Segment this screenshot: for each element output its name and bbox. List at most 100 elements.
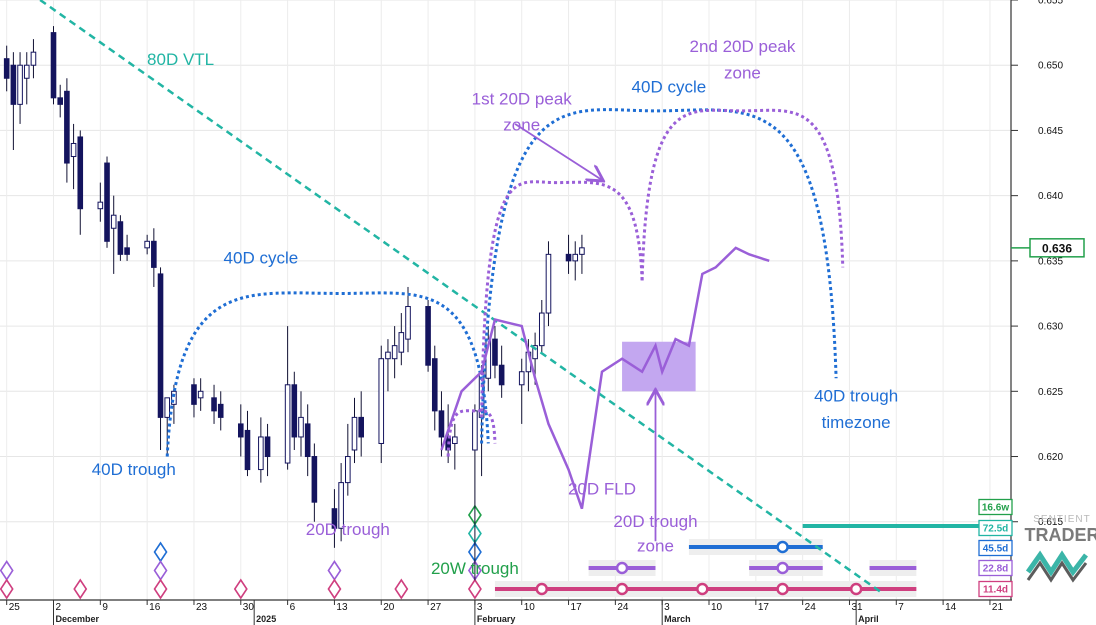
cycle-length-label: 16.6w — [982, 503, 1009, 514]
price-tick-label: 0.655 — [1038, 0, 1063, 7]
date-tick-label: 31 — [851, 602, 863, 613]
candle-body — [311, 456, 318, 503]
candle-body — [211, 397, 217, 412]
logo-line-1: SENTIENT — [1033, 514, 1090, 525]
cycle-length-box — [978, 498, 1013, 516]
candle-body — [298, 416, 304, 438]
cycle-strip — [0, 504, 1008, 600]
cycle-trough-diamond — [233, 578, 248, 600]
candle-body — [545, 253, 552, 314]
cycle-marker — [776, 561, 789, 575]
cycle-length-box — [978, 580, 1013, 598]
cycle-20d-arc-1 — [480, 180, 644, 418]
cycle-trough-diamond — [153, 578, 168, 600]
candle-body — [77, 136, 84, 210]
candle-body — [110, 214, 117, 229]
price-tick-label: 0.645 — [1038, 126, 1063, 137]
candle-body — [358, 416, 364, 438]
current-price-label: 0.636 — [1042, 241, 1072, 255]
candle-body — [117, 221, 124, 255]
candle-body — [518, 371, 525, 386]
chart-annotation: zone — [503, 115, 540, 134]
cycle-trough-diamond — [394, 578, 409, 600]
candle-body — [579, 247, 585, 255]
date-tick-label: 21 — [992, 602, 1004, 613]
date-axis: 25 2 9 16 23 30 6 13 20 27 3 10 17 24 3 10 17 24 31 7 14 21 De… — [0, 599, 1012, 625]
price-tick-label: 0.640 — [1038, 191, 1063, 202]
annotation-arrow — [514, 123, 602, 180]
vtl-line — [39, 0, 884, 595]
period-label: April — [858, 614, 879, 624]
candle-body — [23, 64, 30, 79]
candle-body — [97, 201, 104, 210]
chart-annotation: zone — [637, 537, 674, 556]
date-tick-label: 16 — [149, 602, 161, 613]
chart-annotation: 20D FLD — [568, 479, 636, 498]
date-tick-label: 27 — [430, 602, 442, 613]
candle-body — [191, 384, 197, 405]
date-tick-label: 20 — [383, 602, 395, 613]
cycle-marker — [615, 561, 629, 575]
candle-body — [304, 423, 311, 458]
chart-annotation: 40D trough — [814, 387, 898, 406]
price-tick-label: 0.620 — [1038, 452, 1063, 463]
annotations: 80D VTL 40D cycle 40D cycle 1st 20D peak zon… — [92, 37, 899, 578]
candle-body — [217, 403, 224, 418]
cycle-marker — [776, 582, 789, 596]
candle-body — [572, 253, 579, 262]
price-axis: 0.655 0.650 0.645 0.640 0.635 0.630 0.625 0.620… — [1010, 0, 1085, 625]
cycle-trough-diamond — [73, 578, 88, 600]
cycle-marker — [776, 540, 789, 554]
date-tick-label: 24 — [617, 602, 629, 613]
candle-body — [345, 456, 351, 484]
date-tick-label: 10 — [524, 602, 536, 613]
chart-annotation: 20W trough — [431, 559, 519, 578]
candle-body — [532, 345, 538, 360]
candle-body — [57, 97, 63, 105]
date-tick-label: 13 — [336, 602, 348, 613]
price-tick-label: 0.630 — [1038, 322, 1063, 333]
candle-body — [197, 390, 204, 399]
candle-body — [472, 410, 478, 451]
chart-annotation: 80D VTL — [147, 50, 214, 69]
candle-body — [17, 64, 23, 105]
date-tick-label: 7 — [898, 602, 904, 613]
cycle-marker — [696, 582, 709, 596]
period-label: 2025 — [256, 614, 276, 624]
candle-body — [431, 358, 438, 412]
candle-body — [385, 351, 391, 360]
cycle-length-label: 45.5d — [983, 544, 1009, 555]
candle-body — [10, 64, 17, 105]
candle-body — [338, 482, 344, 529]
cycle-trough-diamond — [0, 578, 14, 600]
cycle-length-label: 72.5d — [983, 524, 1009, 535]
cycle-length-box — [978, 539, 1013, 557]
candle-body — [264, 436, 271, 458]
date-tick-label: 17 — [571, 602, 583, 613]
cycle-20d-arc-2 — [640, 108, 845, 281]
date-tick-label: 23 — [196, 602, 208, 613]
logo-line-2: TRADER — [1025, 525, 1096, 545]
chart-annotation: 40D cycle — [224, 248, 299, 267]
date-tick-label: 25 — [9, 602, 21, 613]
candle-body — [291, 384, 298, 438]
date-tick-label: 14 — [945, 602, 957, 613]
candle-body — [351, 416, 358, 451]
candle-body — [258, 436, 264, 471]
candle-body — [452, 436, 458, 444]
cycle-40d-arc-2 — [480, 108, 838, 444]
candle-body — [3, 58, 10, 79]
candle-body — [284, 384, 291, 464]
cycle-marker — [615, 582, 629, 596]
date-tick-label: 6 — [290, 602, 296, 613]
grid — [0, 0, 1010, 600]
candle-body — [492, 338, 498, 366]
logo-wave-icon — [1025, 550, 1088, 583]
candle-body — [171, 390, 177, 405]
overlays — [39, 0, 884, 595]
cycle-40d-arc-1 — [165, 291, 490, 457]
chart-annotation: 20D trough — [613, 512, 697, 531]
cycle-marker — [849, 582, 863, 596]
candle-body — [398, 332, 405, 353]
